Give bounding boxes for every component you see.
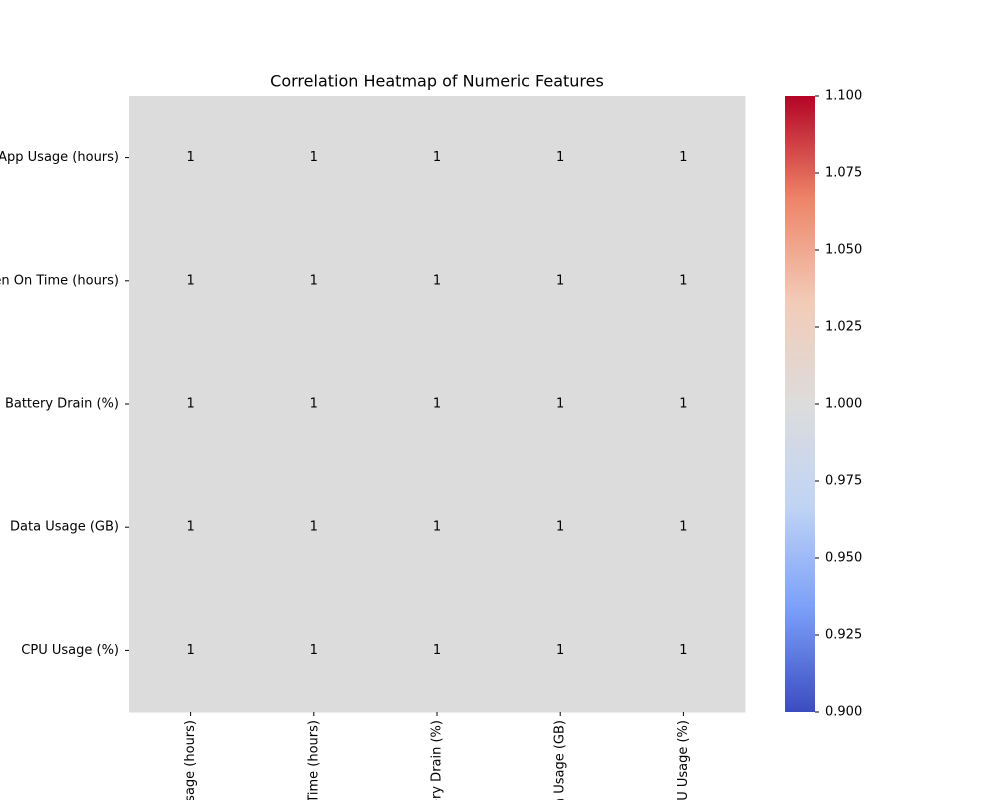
x-tick-label: App Usage (hours) xyxy=(183,720,198,800)
heatmap-cell xyxy=(129,588,253,713)
cell-label: 1 xyxy=(310,273,318,288)
cell-label: 1 xyxy=(679,643,687,658)
cell-label: 1 xyxy=(679,150,687,165)
heatmap-cell xyxy=(252,219,376,343)
cell-label: 1 xyxy=(556,643,564,658)
heatmap-cell xyxy=(252,588,376,713)
colorbar-tick-label: 0.975 xyxy=(825,474,862,489)
cell-label: 1 xyxy=(433,150,441,165)
heatmap-cell xyxy=(252,342,376,467)
heatmap-cell xyxy=(129,465,253,590)
x-tick-label: Battery Drain (%) xyxy=(430,720,445,800)
heatmap-cell xyxy=(498,588,623,713)
y-tick-label: Screen On Time (hours) xyxy=(0,273,119,288)
heatmap-cell xyxy=(621,219,746,343)
cell-label: 1 xyxy=(310,397,318,412)
cell-label: 1 xyxy=(433,397,441,412)
heatmap-cell xyxy=(498,219,623,343)
heatmap-cell xyxy=(375,342,500,467)
colorbar-tick-label: 1.000 xyxy=(825,397,862,412)
cell-label: 1 xyxy=(433,520,441,535)
heatmap-cell xyxy=(129,219,253,343)
heatmap-cell xyxy=(375,219,500,343)
heatmap-cell xyxy=(498,465,623,590)
x-tick-label: Data Usage (GB) xyxy=(553,720,568,800)
y-tick-label: App Usage (hours) xyxy=(0,150,119,165)
cell-label: 1 xyxy=(310,643,318,658)
cell-label: 1 xyxy=(679,397,687,412)
colorbar xyxy=(785,96,815,712)
cell-label: 1 xyxy=(556,520,564,535)
chart-title: Correlation Heatmap of Numeric Features xyxy=(270,72,604,91)
cell-label: 1 xyxy=(679,273,687,288)
y-tick-label: Data Usage (GB) xyxy=(10,520,119,535)
cell-label: 1 xyxy=(679,520,687,535)
colorbar-tick-label: 0.950 xyxy=(825,551,862,566)
heatmap-cell xyxy=(252,96,376,220)
cell-label: 1 xyxy=(186,520,194,535)
heatmap-cell xyxy=(621,342,746,467)
cell-label: 1 xyxy=(310,520,318,535)
heatmap-cell xyxy=(498,342,623,467)
heatmap-cell xyxy=(621,588,746,713)
cell-label: 1 xyxy=(556,273,564,288)
heatmap-cell xyxy=(621,465,746,590)
colorbar-tick-label: 0.925 xyxy=(825,628,862,643)
y-tick-label: CPU Usage (%) xyxy=(21,643,119,658)
y-tick-label: Battery Drain (%) xyxy=(5,397,119,412)
cell-label: 1 xyxy=(310,150,318,165)
heatmap-cell xyxy=(129,96,253,220)
cell-label: 1 xyxy=(186,150,194,165)
heatmap-cell xyxy=(498,96,623,220)
heatmap-cell xyxy=(129,342,253,467)
heatmap-cell xyxy=(252,465,376,590)
x-tick-label: Screen On Time (hours) xyxy=(306,720,321,800)
cell-label: 1 xyxy=(186,273,194,288)
colorbar-tick-label: 1.050 xyxy=(825,243,862,258)
cell-label: 1 xyxy=(433,643,441,658)
cell-label: 1 xyxy=(556,397,564,412)
heatmap-cell xyxy=(375,465,500,590)
heatmap-cell xyxy=(621,96,746,220)
heatmap-cell xyxy=(375,588,500,713)
x-tick-label: CPU Usage (%) xyxy=(676,720,691,800)
colorbar-tick-label: 0.900 xyxy=(825,705,862,720)
heatmap-cell xyxy=(375,96,500,220)
cell-label: 1 xyxy=(433,273,441,288)
cell-label: 1 xyxy=(186,643,194,658)
colorbar-tick-label: 1.025 xyxy=(825,320,862,335)
cell-label: 1 xyxy=(186,397,194,412)
cell-label: 1 xyxy=(556,150,564,165)
colorbar-tick-label: 1.100 xyxy=(825,89,862,104)
colorbar-tick-label: 1.075 xyxy=(825,166,862,181)
